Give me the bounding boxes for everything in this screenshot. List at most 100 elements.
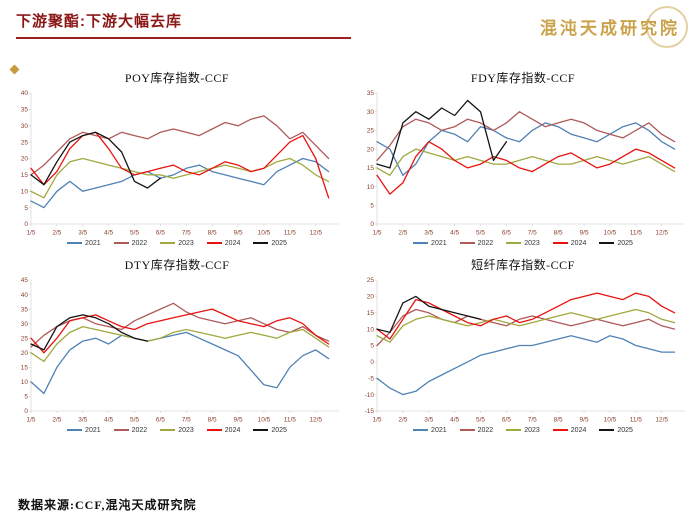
svg-text:35: 35 bbox=[367, 90, 375, 97]
svg-text:5/5: 5/5 bbox=[476, 417, 485, 424]
svg-text:5: 5 bbox=[370, 343, 374, 350]
svg-text:6/5: 6/5 bbox=[502, 417, 511, 424]
legend-item: 2024 bbox=[552, 239, 587, 247]
svg-text:-15: -15 bbox=[365, 408, 375, 415]
legend-swatch bbox=[113, 429, 129, 431]
svg-text:12/5: 12/5 bbox=[309, 230, 322, 237]
legend-label: 2024 bbox=[570, 239, 587, 247]
legend-label: 2023 bbox=[524, 426, 540, 434]
svg-text:9/5: 9/5 bbox=[580, 230, 589, 237]
legend-item: 2021 bbox=[413, 240, 447, 247]
legend-swatch bbox=[552, 242, 568, 244]
svg-text:15: 15 bbox=[21, 172, 29, 179]
svg-text:4/5: 4/5 bbox=[104, 417, 113, 424]
svg-text:1/5: 1/5 bbox=[372, 417, 381, 424]
svg-text:9/5: 9/5 bbox=[580, 417, 589, 424]
svg-text:11/5: 11/5 bbox=[284, 230, 297, 237]
chart-card-poy: POY库存指数-CCF 0 5 10 15 20 25 30 35 40 1/5 2/5 3/5 4/5… bbox=[8, 69, 346, 248]
legend-item: 2025 bbox=[253, 427, 287, 434]
svg-text:35: 35 bbox=[21, 306, 29, 313]
svg-text:8/5: 8/5 bbox=[554, 230, 563, 237]
legend-item: 2021 bbox=[413, 427, 447, 434]
legend-swatch bbox=[206, 242, 222, 244]
legend-item: 2021 bbox=[67, 240, 101, 247]
page-title: 下游聚酯:下游大幅去库 bbox=[16, 13, 182, 30]
legend-item: 2023 bbox=[160, 427, 194, 434]
svg-text:10: 10 bbox=[21, 188, 29, 195]
legend-label: 2023 bbox=[524, 239, 540, 247]
svg-text:11/5: 11/5 bbox=[630, 417, 643, 424]
svg-text:5/5: 5/5 bbox=[130, 230, 139, 237]
chart-legend: 2021 2022 2023 2024 2025 bbox=[67, 238, 287, 248]
legend-swatch bbox=[459, 429, 475, 431]
svg-text:30: 30 bbox=[21, 123, 29, 130]
svg-text:25: 25 bbox=[367, 128, 375, 135]
svg-text:30: 30 bbox=[21, 321, 29, 328]
svg-text:0: 0 bbox=[24, 408, 28, 415]
svg-text:2/5: 2/5 bbox=[52, 230, 61, 237]
svg-text:-5: -5 bbox=[368, 375, 374, 382]
chart-plot-poy: 0 5 10 15 20 25 30 35 40 1/5 2/5 3/5 4/5 5/5 6/5 7/5 8/5… bbox=[21, 90, 339, 237]
svg-text:4/5: 4/5 bbox=[104, 230, 113, 237]
svg-text:10/5: 10/5 bbox=[604, 230, 617, 237]
chart-card-fdy: FDY库存指数-CCF 0 5 10 15 20 25 30 35 1/5 2/5 3/5 4/5 5/… bbox=[354, 69, 692, 248]
legend-swatch bbox=[160, 242, 176, 244]
svg-text:9/5: 9/5 bbox=[234, 417, 243, 424]
svg-text:11/5: 11/5 bbox=[630, 230, 643, 237]
legend-item: 2023 bbox=[160, 240, 194, 247]
svg-text:12/5: 12/5 bbox=[655, 230, 668, 237]
legend-swatch bbox=[413, 429, 429, 431]
svg-text:10: 10 bbox=[367, 326, 375, 333]
legend-item: 2022 bbox=[113, 239, 148, 247]
svg-text:5: 5 bbox=[24, 394, 28, 401]
legend-swatch bbox=[253, 429, 269, 431]
svg-text:5/5: 5/5 bbox=[130, 417, 139, 424]
svg-text:20: 20 bbox=[367, 294, 375, 301]
legend-swatch bbox=[506, 429, 522, 431]
svg-text:6/5: 6/5 bbox=[156, 417, 165, 424]
legend-label: 2023 bbox=[178, 426, 194, 434]
svg-text:3/5: 3/5 bbox=[78, 417, 87, 424]
legend-item: 2025 bbox=[599, 427, 633, 434]
legend-item: 2022 bbox=[459, 427, 493, 434]
legend-swatch bbox=[413, 242, 429, 244]
legend-swatch bbox=[67, 429, 83, 431]
legend-swatch bbox=[253, 242, 269, 244]
legend-swatch bbox=[206, 429, 222, 431]
legend-label: 2025 bbox=[271, 239, 287, 247]
legend-item: 2023 bbox=[506, 240, 540, 247]
logo-seal-icon bbox=[646, 6, 688, 48]
chart-card-dty: DTY库存指数-CCF 0 5 10 15 20 25 30 35 40 45 1/5 2/5 3/5 4… bbox=[8, 256, 346, 435]
legend-label: 2022 bbox=[131, 239, 148, 247]
svg-text:10/5: 10/5 bbox=[258, 417, 271, 424]
svg-text:10: 10 bbox=[367, 184, 375, 191]
svg-text:7/5: 7/5 bbox=[182, 230, 191, 237]
svg-text:5/5: 5/5 bbox=[476, 230, 485, 237]
legend-label: 2024 bbox=[224, 239, 241, 247]
svg-text:4/5: 4/5 bbox=[450, 417, 459, 424]
svg-text:20: 20 bbox=[367, 146, 375, 153]
svg-text:8/5: 8/5 bbox=[208, 417, 217, 424]
title-underline bbox=[16, 37, 351, 39]
svg-text:5: 5 bbox=[370, 202, 374, 209]
svg-text:20: 20 bbox=[21, 350, 29, 357]
svg-text:4/5: 4/5 bbox=[450, 230, 459, 237]
chart-plot-staple: -15 -10 -5 0 5 10 15 20 25 1/5 2/5 3/5 4/5 5/5 6/5 7/5 8… bbox=[365, 277, 685, 424]
svg-text:5: 5 bbox=[24, 205, 28, 212]
svg-text:40: 40 bbox=[21, 90, 29, 97]
legend-item: 2025 bbox=[599, 240, 633, 247]
legend-label: 2022 bbox=[477, 239, 494, 247]
svg-text:30: 30 bbox=[367, 109, 375, 116]
legend-item: 2024 bbox=[552, 427, 586, 434]
legend-swatch bbox=[67, 242, 83, 244]
legend-swatch bbox=[599, 242, 615, 244]
chart-legend: 2021 2022 2023 2024 2025 bbox=[67, 425, 287, 435]
legend-item: 2023 bbox=[506, 427, 540, 434]
svg-text:10: 10 bbox=[21, 379, 29, 386]
svg-text:0: 0 bbox=[370, 221, 374, 228]
svg-text:20: 20 bbox=[21, 156, 29, 163]
legend-item: 2021 bbox=[67, 427, 101, 434]
logo: 混沌天成研究院 bbox=[534, 6, 688, 48]
legend-label: 2021 bbox=[431, 239, 447, 247]
